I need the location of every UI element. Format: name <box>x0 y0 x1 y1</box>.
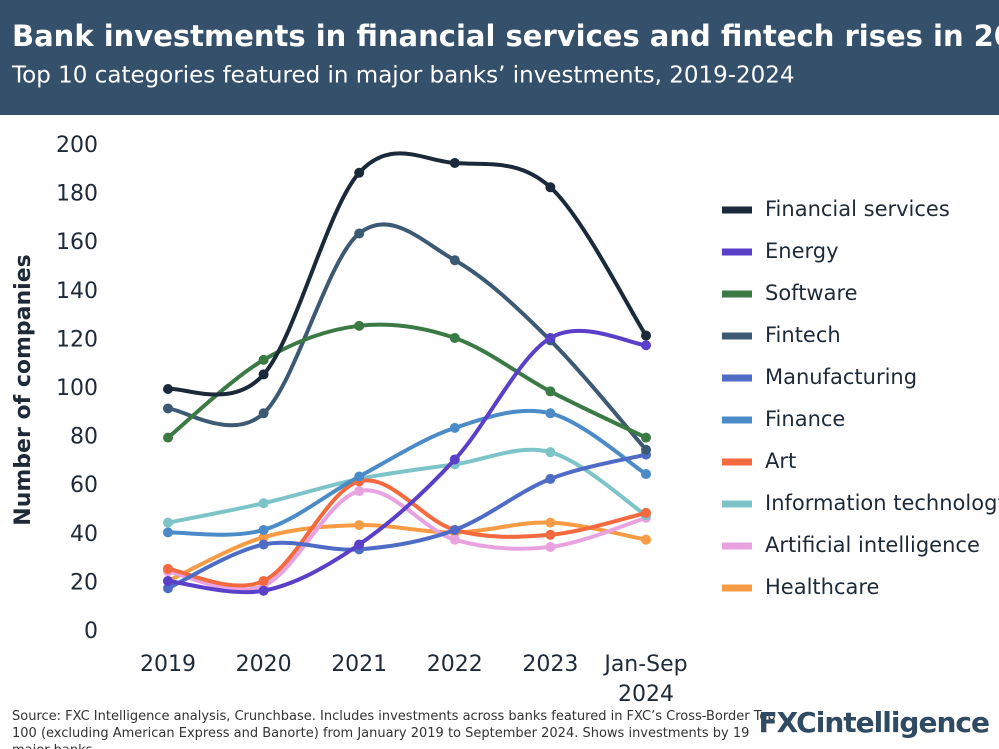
data-point <box>354 539 365 550</box>
legend-label: Art <box>765 449 796 473</box>
legend-label: Software <box>765 281 858 305</box>
data-point <box>545 517 556 528</box>
data-point <box>545 332 556 343</box>
data-point <box>258 575 269 586</box>
legend-label: Financial services <box>765 197 950 221</box>
data-point <box>163 575 173 586</box>
data-point <box>545 182 556 193</box>
logo: FXCintelligence <box>758 706 990 739</box>
data-point <box>354 520 365 531</box>
data-point <box>354 167 365 178</box>
data-point <box>641 444 651 455</box>
series-line <box>166 322 647 440</box>
header-band <box>0 0 999 115</box>
data-point <box>258 369 269 380</box>
data-point <box>354 486 365 497</box>
x-tick-label: 2022 <box>426 652 483 677</box>
data-point <box>258 354 269 365</box>
data-point <box>258 408 269 419</box>
data-point <box>545 529 556 540</box>
data-point <box>258 539 269 550</box>
data-point <box>258 585 269 596</box>
data-point <box>449 454 460 465</box>
x-tick-label: 2023 <box>522 652 579 677</box>
y-axis-label: Number of companies <box>11 254 36 525</box>
data-point <box>449 534 460 545</box>
data-point <box>545 408 556 419</box>
data-point <box>449 524 460 535</box>
y-tick-label: 140 <box>56 279 98 304</box>
chart-subtitle: Top 10 categories featured in major bank… <box>11 63 795 89</box>
legend-label: Finance <box>765 407 845 431</box>
data-point <box>449 158 460 169</box>
x-tick-label: 2021 <box>331 652 388 677</box>
data-point <box>641 534 651 545</box>
y-tick-label: 200 <box>56 133 98 158</box>
data-point <box>545 447 556 458</box>
data-point <box>641 432 651 443</box>
data-point <box>354 320 365 331</box>
source-note: Source: FXC Intelligence analysis, Crunc… <box>12 709 776 749</box>
data-point <box>449 255 460 266</box>
data-point <box>258 532 269 543</box>
legend-label: Information technology <box>765 491 999 515</box>
legend-label: Artificial intelligence <box>765 533 980 557</box>
data-point <box>163 384 173 394</box>
data-point <box>163 583 173 594</box>
series-line <box>167 222 648 452</box>
y-tick-label: 40 <box>70 522 98 547</box>
data-point <box>258 498 269 509</box>
x-tick-label: Jan-Sep 2024 <box>604 652 688 707</box>
data-point <box>545 386 556 397</box>
data-point <box>641 469 651 480</box>
y-tick-label: 0 <box>84 619 98 644</box>
data-point <box>641 330 651 341</box>
legend-label: Healthcare <box>765 575 879 599</box>
data-point <box>163 527 173 538</box>
y-tick-label: 180 <box>56 182 98 207</box>
series-line <box>167 488 647 592</box>
data-point <box>163 403 173 414</box>
y-tick-label: 60 <box>70 473 98 498</box>
legend-label: Manufacturing <box>765 365 917 389</box>
x-tick-label: 2020 <box>235 652 292 677</box>
data-point <box>545 541 556 552</box>
series-line <box>167 151 648 397</box>
series-line <box>167 520 647 583</box>
y-tick-label: 120 <box>56 327 98 352</box>
chart-title: Bank investments in financial services a… <box>12 19 999 53</box>
data-point <box>354 471 365 482</box>
data-point <box>641 507 651 518</box>
data-point <box>258 524 269 535</box>
y-tick-label: 160 <box>56 230 98 255</box>
y-tick-label: 100 <box>56 376 98 401</box>
y-tick-label: 80 <box>70 425 98 450</box>
data-point <box>641 340 651 351</box>
series-line <box>167 447 648 525</box>
data-point <box>545 473 556 484</box>
data-point <box>449 332 460 343</box>
x-tick-label: 2019 <box>140 652 196 677</box>
legend-label: Fintech <box>765 323 841 347</box>
series-line <box>167 452 647 591</box>
y-tick-label: 20 <box>70 570 98 595</box>
data-point <box>163 563 173 574</box>
data-point <box>163 517 173 528</box>
legend-label: Energy <box>765 239 839 263</box>
data-point <box>163 432 173 443</box>
data-point <box>449 422 460 433</box>
data-point <box>354 228 365 239</box>
